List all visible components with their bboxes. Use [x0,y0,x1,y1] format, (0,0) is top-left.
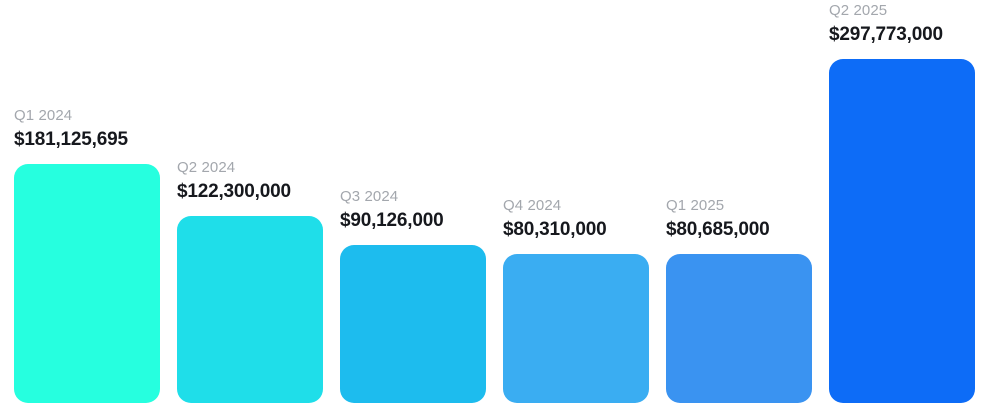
bar-category-label: Q1 2024 [14,107,73,124]
chart-bar-q4-2024[interactable] [503,254,649,403]
bar-category-label: Q2 2024 [177,159,236,176]
chart-column: Q3 2024 $90,126,000 [340,187,486,403]
bar-category-label: Q1 2025 [666,197,725,214]
chart-column: Q1 2024 $181,125,695 [14,106,160,403]
chart-column: Q2 2024 $122,300,000 [177,158,323,403]
chart-bar-q1-2024[interactable] [14,164,160,403]
chart-bar-q1-2025[interactable] [666,254,812,403]
bar-category-label: Q2 2025 [829,2,888,19]
chart-column: Q4 2024 $80,310,000 [503,196,649,403]
chart-column: Q1 2025 $80,685,000 [666,196,812,403]
bar-value-label: $181,125,695 [14,129,128,150]
bar-category-label: Q4 2024 [503,197,562,214]
bar-value-label: $80,685,000 [666,219,770,240]
chart-column: Q2 2025 $297,773,000 [829,1,975,403]
chart-bar-q2-2025[interactable] [829,59,975,403]
bar-category-label: Q3 2024 [340,188,399,205]
bar-value-label: $90,126,000 [340,210,444,231]
bar-value-label: $80,310,000 [503,219,607,240]
bar-value-label: $297,773,000 [829,24,943,45]
chart-bar-q3-2024[interactable] [340,245,486,403]
chart-bar-q2-2024[interactable] [177,216,323,403]
bar-value-label: $122,300,000 [177,181,291,202]
